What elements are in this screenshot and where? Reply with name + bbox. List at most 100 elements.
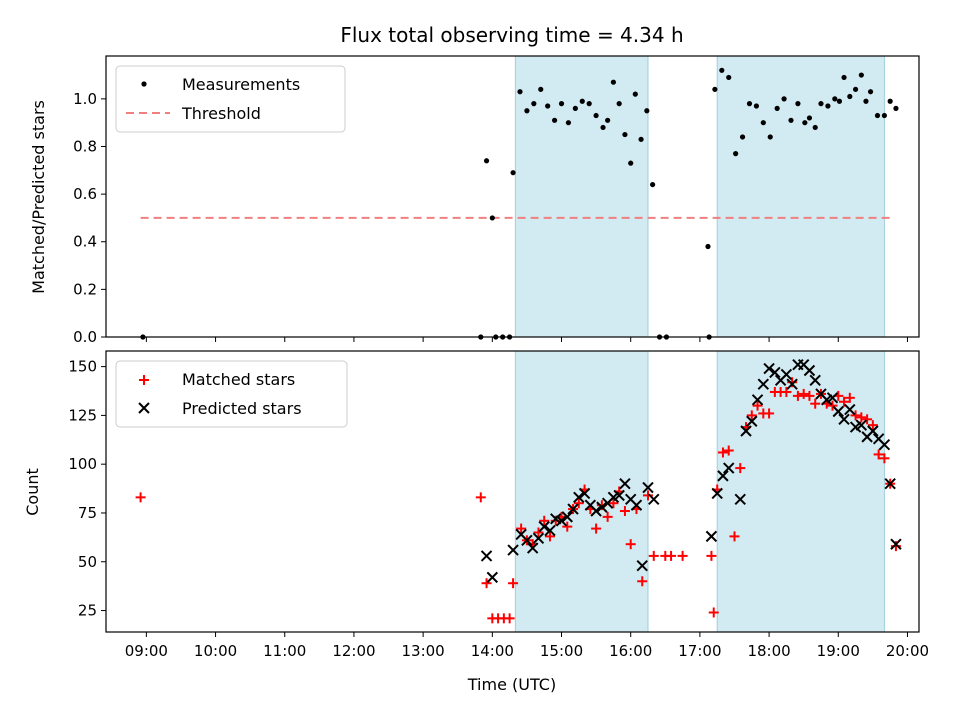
legend-dot-icon	[141, 81, 147, 87]
measurement-point	[774, 105, 780, 111]
predicted-star-point	[867, 425, 879, 437]
bottom-plot-frame	[105, 350, 920, 633]
x-tick-label: 10:00	[194, 642, 237, 660]
measurement-point	[531, 101, 537, 107]
measurement-point	[867, 89, 874, 95]
y-tick-label: 0.4	[73, 233, 97, 251]
legend-cross-icon	[138, 402, 150, 414]
predicted-star-point	[596, 501, 608, 513]
matched-star-point	[798, 388, 809, 399]
predicted-star-point	[838, 413, 850, 426]
measurement-point	[524, 108, 530, 114]
predicted-star-point	[578, 487, 591, 500]
y-tick-label: 100	[68, 455, 97, 473]
matched-star-point	[879, 453, 890, 464]
measurement-point	[847, 93, 853, 100]
predicted-star-point	[532, 532, 545, 545]
measurement-point	[650, 181, 656, 188]
measurement-point	[874, 112, 881, 119]
matched-star-point	[608, 498, 619, 509]
matched-star-point	[562, 521, 573, 532]
measurement-point	[572, 105, 578, 111]
predicted-star-point	[538, 520, 550, 533]
x-tick-label: 17:00	[678, 642, 721, 660]
y-tick-label: 150	[68, 358, 97, 376]
measurement-point	[610, 79, 617, 85]
matched-star-point	[752, 400, 763, 411]
measurement-point	[565, 120, 572, 126]
legend-matched-stars: Matched stars	[182, 370, 295, 389]
matched-star-point	[746, 410, 757, 421]
measurement-point	[638, 136, 644, 142]
predicted-star-point	[751, 394, 764, 406]
predicted-star-point	[567, 503, 579, 515]
top-x-ticks	[145, 337, 908, 342]
y-tick-label: 50	[78, 553, 97, 571]
predicted-star-point	[844, 403, 856, 416]
legend-predicted-stars: Predicted stars	[182, 399, 302, 418]
predicted-star-point	[630, 499, 643, 511]
measurement-point	[726, 74, 732, 81]
measurement-point	[788, 117, 794, 123]
matched-star-point	[637, 576, 648, 587]
predicted-star-point	[642, 481, 654, 494]
measurement-point	[733, 151, 739, 157]
predicted-star-point	[544, 524, 556, 537]
x-tick-label: 14:00	[471, 642, 514, 660]
matched-star-point	[135, 492, 146, 503]
measurement-point	[753, 103, 760, 109]
matched-star-point	[516, 523, 527, 534]
panel-bottom: 25 50 75 100 125 150 09:00 10:00 11:00 12:00 13:0…	[23, 350, 929, 694]
predicted-star-point	[878, 438, 891, 451]
predicted-star-point	[763, 362, 775, 375]
matched-star-point	[723, 445, 734, 456]
predicted-star-point	[723, 462, 735, 474]
bottom-legend: Matched stars Predicted stars	[115, 360, 348, 428]
predicted-star-point	[769, 366, 781, 379]
measurement-point	[538, 86, 544, 92]
measurement-point	[812, 124, 818, 131]
matched-star-point	[508, 578, 519, 589]
y-tick-label: 25	[78, 602, 97, 620]
matched-star-point	[873, 449, 884, 460]
measurement-point	[579, 98, 585, 104]
measurement-point	[746, 101, 753, 107]
x-tick-label: 18:00	[747, 642, 790, 660]
measurement-point	[644, 108, 650, 114]
measurement-points	[140, 67, 899, 340]
x-tick-label: 13:00	[402, 642, 445, 660]
matched-star-point	[890, 541, 901, 552]
matched-star-point	[804, 390, 815, 401]
measurement-point	[719, 67, 725, 73]
y-tick-label: 0.6	[73, 185, 97, 203]
matched-star-point	[862, 414, 873, 425]
matched-star-point	[735, 463, 746, 474]
matched-star-point	[475, 492, 486, 503]
predicted-star-point	[636, 559, 648, 572]
predicted-star-point	[705, 530, 718, 543]
measurement-point	[858, 72, 864, 78]
top-legend: Measurements Threshold	[115, 65, 346, 133]
predicted-star-point	[619, 477, 631, 490]
legend-measurements: Measurements	[182, 75, 300, 94]
matched-star-point	[764, 408, 775, 419]
matched-star-point	[619, 506, 630, 517]
predicted-star-point	[757, 378, 770, 390]
predicted-star-point	[780, 368, 793, 381]
y-tick-label: 1.0	[73, 90, 97, 108]
panel-top: 0.0 0.2 0.4 0.6 0.8 1.0 Matched/Predicted sta…	[29, 55, 920, 346]
matched-star-point	[591, 523, 602, 534]
measurement-point	[887, 98, 893, 104]
matched-star-point	[706, 550, 717, 561]
matched-star-point	[839, 396, 850, 407]
measurement-point	[795, 101, 801, 107]
top-plot-frame	[105, 55, 920, 338]
top-legend-frame	[115, 65, 346, 133]
matched-star-point	[677, 550, 688, 561]
matched-star-point	[792, 390, 803, 401]
predicted-star-point	[855, 419, 868, 431]
predicted-star-point	[740, 425, 752, 437]
x-tick-label: 09:00	[125, 642, 168, 660]
measurement-point	[818, 101, 824, 107]
